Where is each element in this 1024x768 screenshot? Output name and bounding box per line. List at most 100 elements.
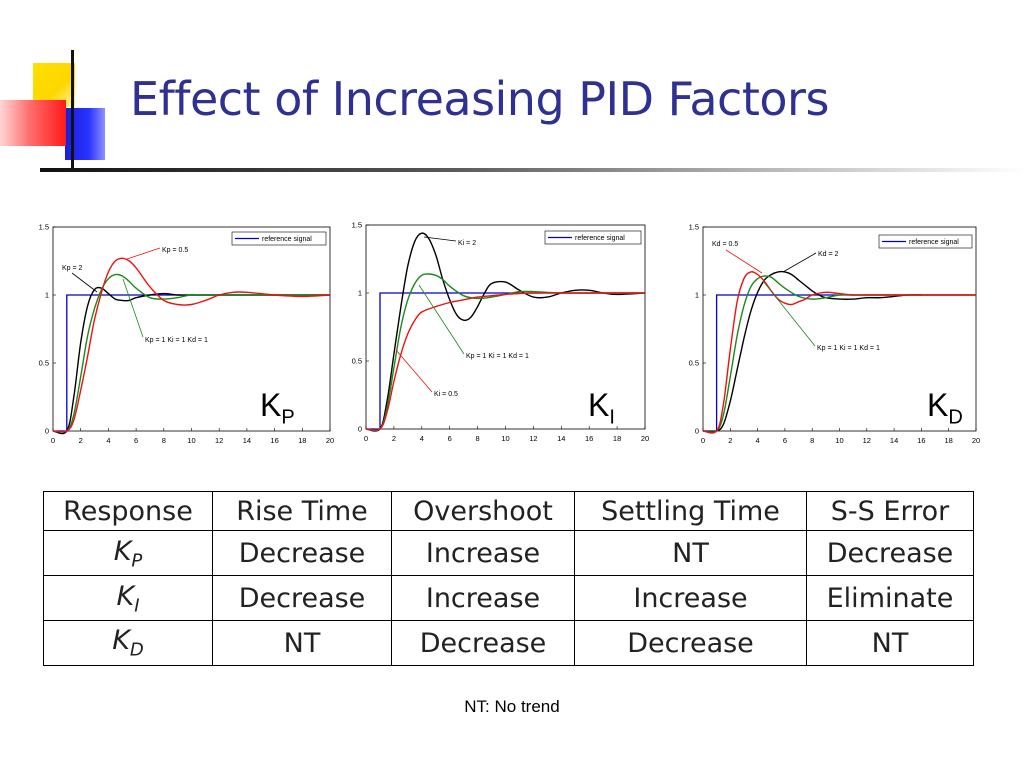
series-line-red <box>52 257 331 433</box>
series-line-green <box>365 273 645 432</box>
k-subscript: D <box>129 639 144 661</box>
annotation-label: Ki = 2 <box>458 240 476 247</box>
pid-effects-table: Response Rise Time Overshoot Settling Ti… <box>43 490 974 666</box>
series-line-green <box>52 273 330 433</box>
series-line-black <box>702 270 922 433</box>
y-tick-label: 0 <box>695 427 699 436</box>
plot-kd-svg: 0 2 4 6 8 10 12 14 16 18 20 0 0.5 1 1.5 reference signa… <box>689 223 981 446</box>
plot-ki-svg: 0 2 4 6 8 10 12 14 16 18 20 0 0.5 1 1.5 reference signa… <box>352 221 650 444</box>
annotation-label: Kp = 1 Ki = 1 Kd = 1 <box>145 337 208 344</box>
annotation-label: Ki = 0.5 <box>434 391 458 398</box>
plot-kp-label-main: K <box>260 387 282 423</box>
plot-kp-label-sub: P <box>281 406 295 429</box>
plot-kp: 0 2 4 6 8 10 12 14 16 18 20 0 0.5 1 1.5 reference signa… <box>0 215 340 465</box>
x-tick-label: 10 <box>187 436 195 445</box>
series-line-black <box>365 232 646 432</box>
x-tick-label: 6 <box>783 436 787 445</box>
legend-box <box>544 230 642 245</box>
table-cell: Decrease <box>212 530 392 577</box>
annotation-leader <box>71 272 98 293</box>
x-tick-label: 12 <box>215 436 223 445</box>
table-row-label: KI <box>43 575 213 622</box>
legend-box <box>878 234 973 249</box>
table-header-row: Response Rise Time Overshoot Settling Ti… <box>43 490 974 532</box>
annotation-leader <box>126 247 161 260</box>
plot-ki-label: KI <box>588 387 615 429</box>
x-tick-label: 18 <box>298 436 306 445</box>
x-tick-label: 14 <box>243 436 251 445</box>
table-row-label: KP <box>43 530 213 577</box>
annotation-label: Kp = 1 Ki = 1 Kd = 1 <box>466 353 529 360</box>
annotation-leader <box>418 284 465 355</box>
logo-red-block <box>0 100 66 146</box>
annotation-label: Kp = 2 <box>62 265 83 272</box>
y-tick-label: 0 <box>45 427 49 436</box>
table-cell: NT <box>212 620 392 666</box>
y-tick-label: 0 <box>358 425 362 434</box>
plot-kd-label-sub: D <box>948 406 963 429</box>
y-tick-label: 0.5 <box>689 359 699 368</box>
k-subscript: I <box>134 594 140 616</box>
y-tick-label: 1.5 <box>352 221 362 230</box>
plot-kd-label-main: K <box>927 387 949 423</box>
table-header: Rise Time <box>212 490 392 532</box>
plot-ki-label-sub: I <box>609 406 615 429</box>
plot-ki: 0 2 4 6 8 10 12 14 16 18 20 0 0.5 1 1.5 reference signa… <box>340 213 660 463</box>
annotation-label: Kp = 0.5 <box>162 247 188 254</box>
annotation-label: Kd = 2 <box>818 251 839 258</box>
legend-label: reference signal <box>575 235 625 242</box>
k-symbol: K <box>116 580 135 612</box>
x-tick-label: 18 <box>613 434 621 443</box>
x-tick-label: 12 <box>863 436 871 445</box>
plot-kp-svg: 0 2 4 6 8 10 12 14 16 18 20 0 0.5 1 1.5 reference signa… <box>39 223 335 446</box>
table-cell: Increase <box>391 575 575 622</box>
table-header: Overshoot <box>391 490 575 532</box>
table-row: KD NT Decrease Decrease NT <box>43 620 974 666</box>
plot-content: 0 2 4 6 8 10 12 14 16 18 20 0 0.5 1 1.5 reference signa… <box>39 223 335 446</box>
annotation-leader <box>423 236 457 242</box>
k-symbol: K <box>113 535 132 567</box>
x-tick-label: 0 <box>701 436 705 445</box>
table-header: Response <box>43 490 213 532</box>
x-tick-label: 18 <box>945 436 953 445</box>
annotation-label: Kp = 1 Ki = 1 Kd = 1 <box>817 345 880 352</box>
plot-content: 0 2 4 6 8 10 12 14 16 18 20 0 0.5 1 1.5 reference signa… <box>689 223 981 446</box>
title-underline <box>40 168 1024 172</box>
table-cell: Eliminate <box>806 575 974 622</box>
x-tick-label: 6 <box>448 434 452 443</box>
x-tick-label: 8 <box>476 434 480 443</box>
table-cell: Increase <box>574 575 807 622</box>
x-tick-label: 10 <box>501 434 509 443</box>
legend-label: reference signal <box>262 236 312 243</box>
table-cell: Decrease <box>806 530 974 577</box>
slide-title: Effect of Increasing PID Factors <box>130 72 829 126</box>
x-tick-label: 8 <box>810 436 814 445</box>
y-tick-label: 1.5 <box>39 223 49 232</box>
x-tick-label: 20 <box>641 434 649 443</box>
x-tick-label: 4 <box>420 434 424 443</box>
k-subscript: P <box>131 550 143 572</box>
annotation-leader <box>395 349 433 393</box>
table-header: Settling Time <box>574 490 807 532</box>
plot-kp-label: KP <box>260 387 295 429</box>
x-tick-label: 2 <box>728 436 732 445</box>
plot-content: 0 2 4 6 8 10 12 14 16 18 20 0 0.5 1 1.5 reference signa… <box>352 221 650 444</box>
x-tick-label: 20 <box>326 436 334 445</box>
x-tick-label: 16 <box>917 436 925 445</box>
x-tick-label: 0 <box>364 434 368 443</box>
plot-ki-label-main: K <box>588 387 610 423</box>
x-tick-label: 2 <box>392 434 396 443</box>
table-cell: NT <box>574 530 807 577</box>
table-row: KI Decrease Increase Increase Eliminate <box>43 575 974 622</box>
y-tick-label: 1 <box>45 291 49 300</box>
k-symbol: K <box>112 625 130 657</box>
annotation-leader <box>782 252 817 273</box>
table-row-label: KD <box>43 620 213 666</box>
y-tick-label: 1 <box>358 289 362 298</box>
plot-kd: 0 2 4 6 8 10 12 14 16 18 20 0 0.5 1 1.5 reference signa… <box>680 215 1024 465</box>
x-tick-label: 8 <box>162 436 166 445</box>
x-tick-label: 16 <box>270 436 278 445</box>
annotation-leader <box>122 278 144 338</box>
logo-vertical-line <box>71 50 74 168</box>
x-tick-label: 10 <box>835 436 843 445</box>
